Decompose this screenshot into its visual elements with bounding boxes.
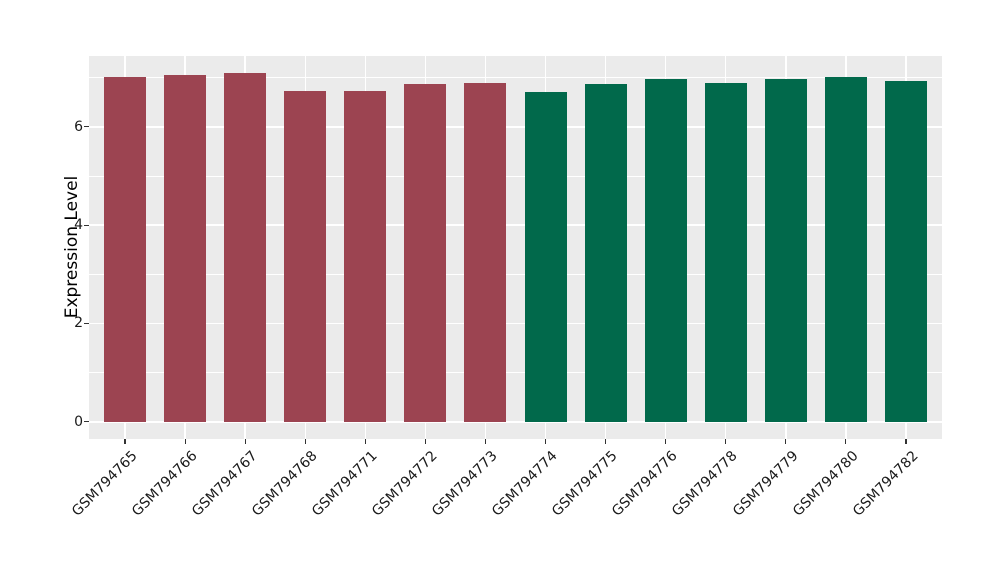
- gridline-minor: [89, 273, 942, 275]
- x-tick-mark: [665, 439, 667, 444]
- gridline-minor: [89, 77, 942, 79]
- x-tick-mark: [484, 439, 487, 444]
- x-tick-mark: [785, 439, 787, 444]
- gridline-major: [89, 224, 942, 226]
- gridline-minor: [89, 372, 942, 374]
- plot-panel: [89, 56, 942, 439]
- bar-GSM794773: [464, 82, 507, 422]
- bar-GSM794772: [404, 83, 447, 422]
- bar-GSM794780: [824, 77, 867, 422]
- y-tick-label: 0: [74, 413, 83, 430]
- x-tick-mark: [605, 439, 607, 444]
- bar-GSM794771: [344, 91, 387, 422]
- bar-GSM794776: [644, 78, 687, 422]
- x-tick-mark: [124, 439, 126, 444]
- y-tick-label: 6: [74, 118, 83, 135]
- bar-GSM794782: [884, 81, 927, 422]
- x-tick-mark: [544, 439, 547, 444]
- bar-GSM794775: [584, 83, 627, 422]
- bar-GSM794768: [284, 90, 327, 422]
- y-tick-mark: [84, 224, 89, 226]
- x-tick-mark: [184, 439, 186, 444]
- x-tick-mark: [845, 439, 847, 444]
- x-tick-mark: [244, 439, 246, 444]
- gridline-major: [89, 421, 942, 423]
- y-tick-label: 2: [74, 315, 83, 332]
- gridline-minor: [89, 175, 942, 177]
- y-tick-label: 4: [74, 217, 83, 234]
- y-axis-title: Expression Level: [62, 175, 82, 319]
- gridline-major: [89, 322, 942, 325]
- bar-GSM794778: [704, 82, 747, 422]
- gridline-major: [89, 126, 942, 128]
- bar-GSM794766: [164, 74, 207, 422]
- x-tick-mark: [424, 439, 426, 444]
- bar-GSM794765: [104, 77, 147, 422]
- x-tick-mark: [304, 439, 306, 444]
- y-tick-mark: [84, 322, 89, 325]
- y-tick-mark: [84, 421, 89, 423]
- bar-GSM794767: [224, 73, 267, 422]
- x-tick-mark: [725, 439, 727, 444]
- bar-GSM794779: [764, 79, 807, 422]
- y-tick-mark: [84, 126, 89, 128]
- x-tick-mark: [905, 439, 907, 444]
- bar-GSM794774: [524, 91, 567, 422]
- x-tick-mark: [364, 439, 366, 444]
